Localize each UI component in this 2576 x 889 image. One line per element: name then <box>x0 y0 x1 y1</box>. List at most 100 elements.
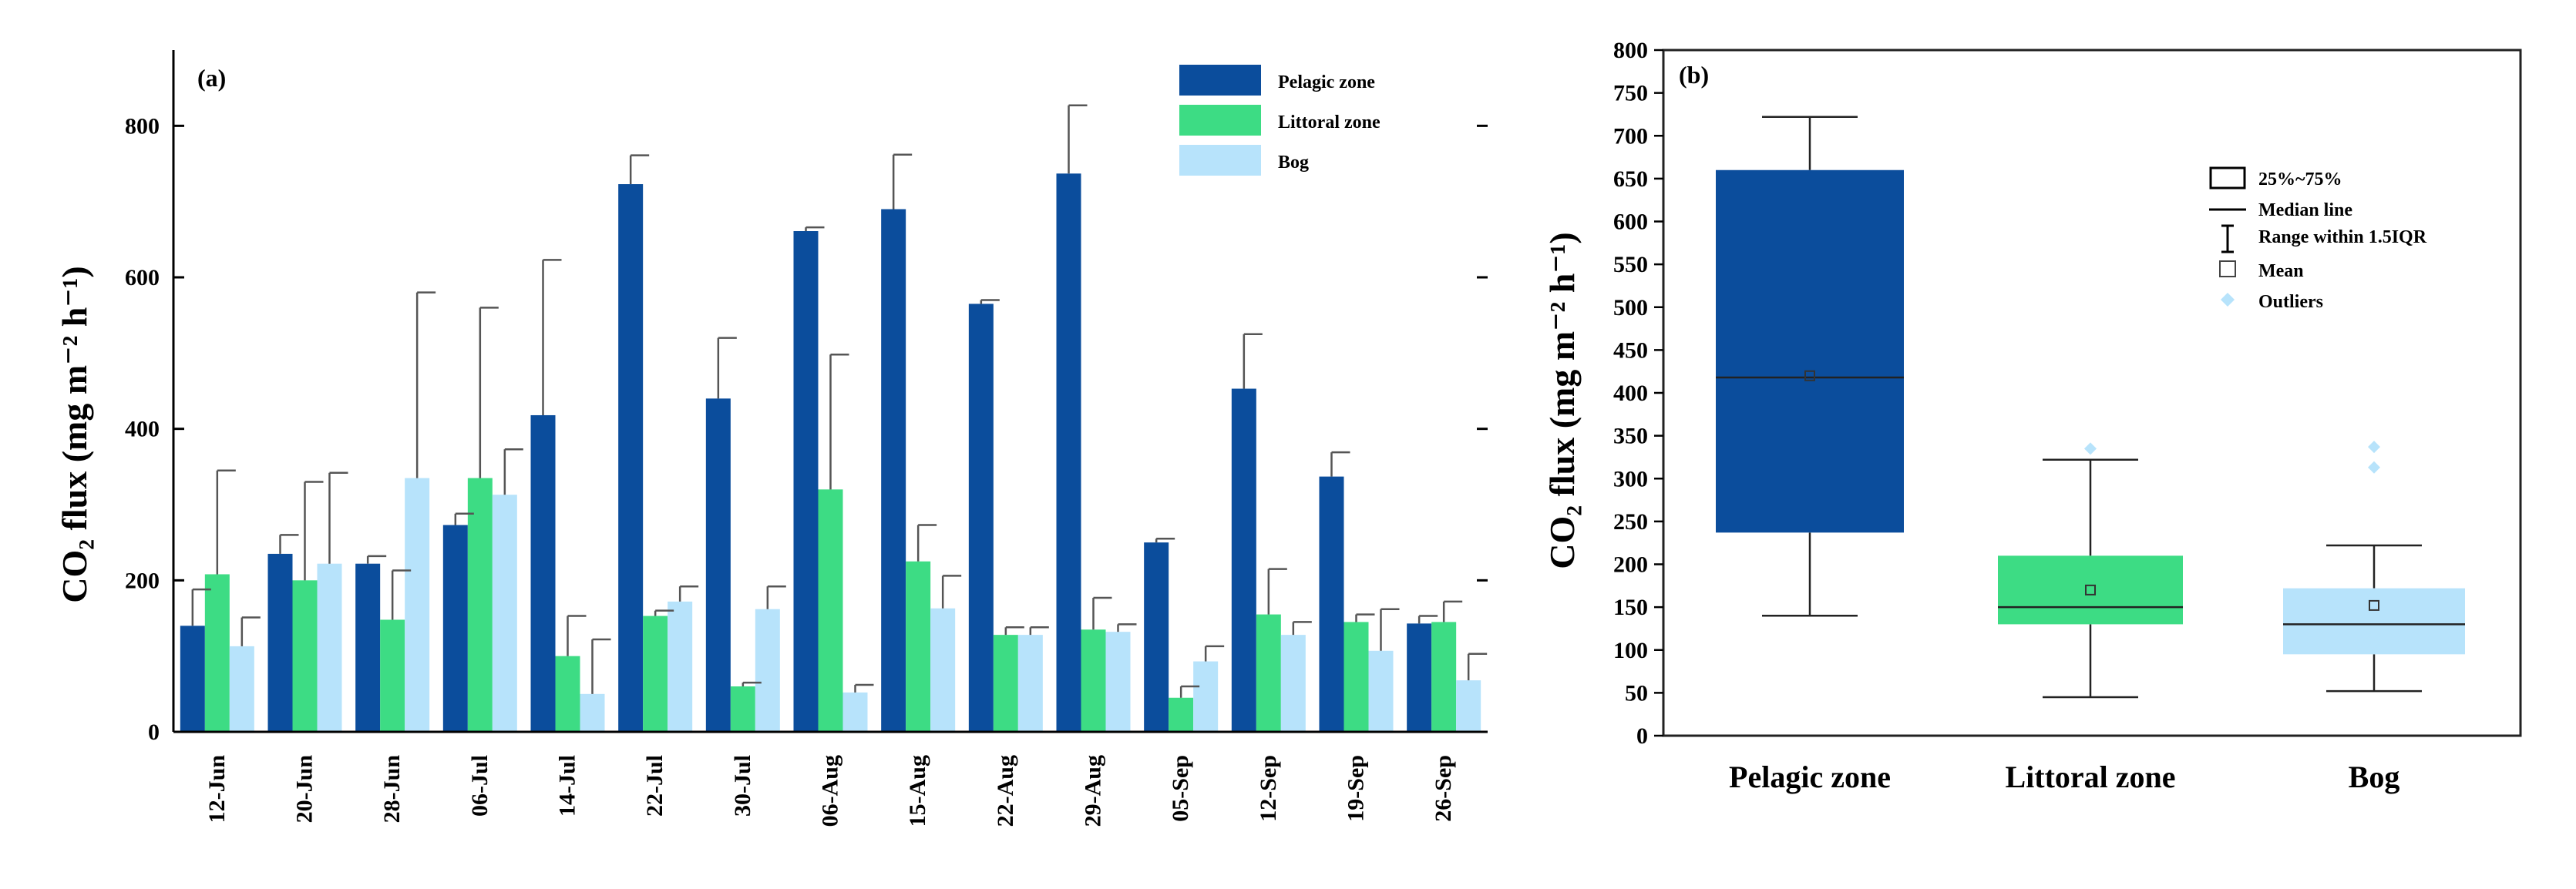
panel-a-y-tick-label: 800 <box>125 113 160 139</box>
panel-a-bar <box>842 692 868 732</box>
panel-b-y-tick-label: 450 <box>1613 337 1648 363</box>
panel-b: (b) CO₂ flux (mg m⁻² h⁻¹) 0 50 100 150 200 25… <box>1542 38 2522 794</box>
panel-a-bar <box>730 686 755 732</box>
panel-b-y-tick-label: 750 <box>1613 81 1648 106</box>
panel-a-legend: Pelagic zone Littoral zone Bog <box>1179 65 1380 176</box>
panel-a-x-tick-label: 05-Sep <box>1168 755 1193 822</box>
panel-b-legend-label: Median line <box>2258 200 2352 220</box>
panel-a-y-tick-label: 200 <box>125 568 160 593</box>
panel-a-bar <box>267 553 293 732</box>
panel-b-outlier <box>2368 461 2380 474</box>
panel-a-bar <box>1280 635 1306 732</box>
panel-b-legend-label: Range within 1.5IQR <box>2258 227 2427 247</box>
panel-b-legend-label: 25%~75% <box>2258 169 2342 190</box>
panel-b-legend-box-symbol <box>2209 166 2246 190</box>
panel-b-x-tick-label: Pelagic zone <box>1729 760 1891 794</box>
panel-b-mean-marker <box>2085 584 2096 595</box>
panel-a-y-tick-label: 400 <box>125 417 160 442</box>
panel-b-label: (b) <box>1679 61 1709 89</box>
panel-b-y-tick-label: 0 <box>1636 723 1648 749</box>
panel-a-bar <box>968 304 994 733</box>
panel-a-legend-label: Bog <box>1278 153 1309 173</box>
panel-a-x-tick-label: 12-Sep <box>1256 755 1281 822</box>
panel-a-bar <box>1231 388 1256 732</box>
panel-a-bar <box>492 495 517 732</box>
panel-a-bar <box>1319 476 1344 732</box>
panel-a-bar <box>292 580 318 732</box>
panel-a-bar <box>1368 650 1394 732</box>
panel-b-box <box>1716 169 1904 533</box>
panel-a-bar <box>1431 622 1457 732</box>
panel-a-bar <box>993 635 1018 732</box>
panel-a-bar <box>930 608 956 732</box>
panel-b-legend-outlier-symbol <box>2221 293 2235 307</box>
panel-a-bar <box>1017 635 1043 732</box>
panel-b-legend-mean-symbol <box>2219 260 2236 277</box>
panel-a-y-tick-label: 0 <box>148 720 160 745</box>
panel-a-bar <box>793 231 819 732</box>
panel-a-x-tick-label: 30-Jul <box>730 755 755 817</box>
panel-b-y-tick-label: 200 <box>1613 552 1648 578</box>
panel-a-x-tick-label: 28-Jun <box>379 755 405 824</box>
panel-a: (a) CO₂ flux (mg m⁻² h⁻¹) 0200400600800 … <box>55 50 1488 827</box>
panel-a-label: (a) <box>197 64 226 92</box>
panel-a-bar <box>317 563 342 732</box>
panel-a-bar <box>580 693 605 732</box>
panel-a-bar <box>380 619 405 732</box>
panel-b-legend-label: Mean <box>2258 261 2304 281</box>
panel-a-bar <box>442 525 468 732</box>
panel-a-bar <box>1144 542 1169 732</box>
panel-a-bar <box>643 616 668 732</box>
panel-b-y-tick-label: 350 <box>1613 424 1648 449</box>
panel-a-bar <box>705 398 731 732</box>
panel-a-x-tick-label: 29-Aug <box>1081 755 1106 827</box>
panel-a-legend-swatch <box>1179 65 1261 96</box>
panel-b-y-tick-label: 50 <box>1625 680 1648 706</box>
panel-b-legend: 25%~75% Median line Range within 1.5IQR Mea… <box>2209 166 2427 312</box>
panel-a-bar <box>355 563 381 732</box>
panel-a-x-tick-label: 20-Jun <box>292 755 318 824</box>
panel-a-bar <box>229 646 254 732</box>
panel-a-legend-label: Pelagic zone <box>1278 72 1375 92</box>
panel-a-bar <box>1081 629 1106 732</box>
panel-a-bar <box>1256 614 1281 732</box>
panel-b-y-tick-label: 650 <box>1613 166 1648 192</box>
panel-a-bar <box>467 478 493 732</box>
panel-a-bar <box>555 656 580 732</box>
panel-a-bar <box>881 209 906 732</box>
panel-a-x-tick-label: 22-Jul <box>642 755 668 817</box>
panel-b-y-tick-label: 300 <box>1613 466 1648 491</box>
panel-b-y-axis-label: CO₂ flux (mg m⁻² h⁻¹) <box>1542 232 1582 569</box>
panel-b-y-tick-label: 550 <box>1613 252 1648 277</box>
panel-a-bar <box>1056 173 1081 733</box>
panel-a-legend-label: Littoral zone <box>1278 112 1380 133</box>
panel-a-bar <box>204 574 230 732</box>
panel-a-bar <box>755 609 780 732</box>
panel-a-y-axis-label: CO₂ flux (mg m⁻² h⁻¹) <box>55 266 94 602</box>
panel-a-bar <box>1169 697 1194 732</box>
panel-b-y-tick-label: 250 <box>1613 509 1648 535</box>
panel-a-x-tick-label: 06-Aug <box>818 755 843 827</box>
panel-a-x-tick-label: 26-Sep <box>1431 755 1456 822</box>
panel-b-y-tick-label: 100 <box>1613 638 1648 663</box>
panel-a-bar <box>1193 661 1219 732</box>
panel-a-bar <box>1105 632 1131 732</box>
panel-a-legend-swatch <box>1179 145 1261 176</box>
panel-a-x-tick-label: 14-Jul <box>555 755 580 817</box>
panel-a-bar <box>668 601 693 732</box>
panel-b-x-tick-label: Littoral zone <box>2005 760 2175 794</box>
panel-a-bar <box>818 489 843 732</box>
panel-b-mean-marker <box>2369 599 2379 611</box>
panel-a-x-tick-label: 06-Jul <box>467 755 493 817</box>
panel-b-x-tick-label: Bog <box>2349 760 2400 794</box>
panel-b-outlier <box>2368 441 2380 454</box>
panel-a-bar <box>405 478 430 732</box>
panel-a-x-tick-label: 15-Aug <box>905 755 930 827</box>
panel-a-bar <box>1456 680 1481 732</box>
panel-b-legend-label: Outliers <box>2258 292 2323 312</box>
panel-b-y-tick-label: 600 <box>1613 210 1648 235</box>
panel-a-y-tick-label: 600 <box>125 265 160 290</box>
panel-b-y-tick-label: 800 <box>1613 38 1648 63</box>
panel-b-outlier <box>2084 442 2097 455</box>
